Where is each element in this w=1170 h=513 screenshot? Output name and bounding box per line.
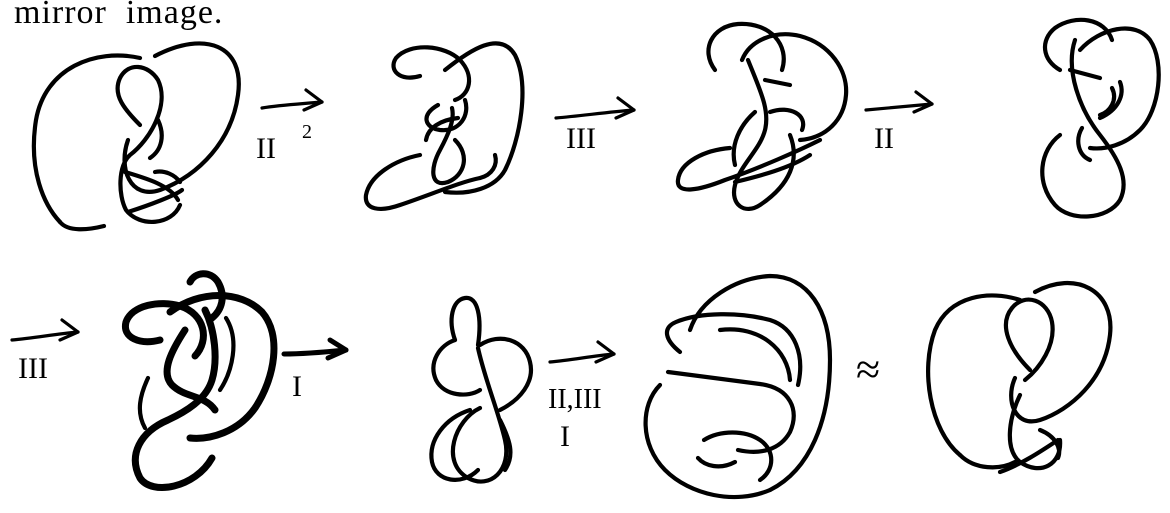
knot-diagram-7 <box>643 273 833 500</box>
knot-diagram-5 <box>122 270 278 491</box>
move-label-5: I <box>292 370 302 403</box>
move-arrow-5 <box>281 337 349 361</box>
move-label-6-bottom: I <box>560 420 570 453</box>
move-label-3: II <box>874 122 894 155</box>
knot-diagram-1 <box>31 41 241 232</box>
move-label-6-top: II,III <box>548 384 602 415</box>
move-arrow-6 <box>548 340 616 364</box>
move-label-2: III <box>566 122 596 155</box>
equivalence-symbol: ≈ <box>856 345 880 394</box>
knot-diagram-8 <box>926 281 1113 475</box>
move-superscript-1: 2 <box>302 121 312 143</box>
move-arrow-1 <box>260 88 324 112</box>
caption-text: mirror image. <box>14 0 224 31</box>
move-arrow-3 <box>864 90 934 114</box>
move-arrow-4 <box>10 318 80 342</box>
knot-diagram-2 <box>363 41 525 211</box>
move-label-1: II <box>256 132 276 165</box>
move-label-4: III <box>18 352 48 385</box>
move-arrow-2 <box>554 96 636 120</box>
knot-diagram-4 <box>1040 17 1161 219</box>
knot-diagram-3 <box>675 21 849 211</box>
knot-diagram-6 <box>429 295 534 484</box>
